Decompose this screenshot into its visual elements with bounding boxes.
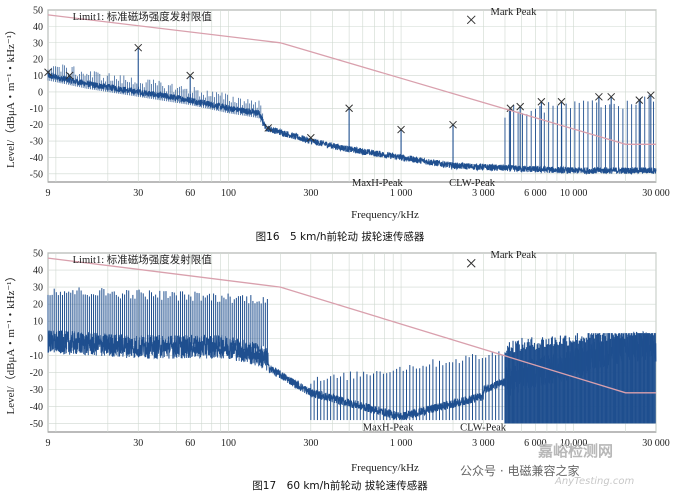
x-tick-label: 10 000 [560,438,588,449]
watermark-url: AnyTesting.com [555,476,635,487]
y-tick-label: 10 [33,71,43,82]
x-tick-label: 3 000 [472,188,495,199]
series-limit1 [47,257,656,394]
x-tick-label: 300 [303,438,318,449]
y-axis-label: Level/（dBμA・m⁻¹・kHz⁻¹） [4,271,17,415]
x-tick-label: 300 [303,188,318,199]
y-tick-label: -20 [30,120,43,131]
y-tick-label: 40 [33,266,43,277]
mark-peak-x [306,133,315,142]
plot-frame [47,9,657,183]
x-tick-label: 60 [185,438,195,449]
limit-label: Limit1: 标准磁场强度发射限值 [73,10,213,23]
x-tick-label: 9 [46,188,51,199]
mark-peak-x [646,91,655,100]
clw-peak-label: CLW-Peak [449,178,496,189]
series-maxh-peak [47,72,657,176]
mark-peak-x [186,71,195,80]
watermark-logo-text: 嘉峪检测网 [538,442,614,460]
x-tick-label: 1 000 [390,188,413,199]
x-axis-label: Frequency/kHz [351,462,419,474]
y-tick-label: 20 [33,55,43,66]
y-tick-label: -40 [30,402,43,413]
x-tick-label: 30 000 [642,438,670,449]
y-tick-label: -50 [30,169,43,180]
y-tick-label: -10 [30,104,43,115]
spike-group [47,287,656,424]
figure-caption: 图17 60 km/h前轮动 拔轮速传感器 [252,479,428,492]
mark-peak-x [557,97,566,106]
y-tick-label: 10 [33,317,43,328]
x-tick-label: 1 000 [390,438,413,449]
mark-peak-markers [44,43,655,142]
y-tick-label: 30 [33,38,43,49]
watermark-wechat: 公众号 · 电磁兼容之家 [460,464,580,478]
x-tick-label: 100 [221,188,236,199]
x-tick-label: 6 000 [524,188,547,199]
y-tick-label: -10 [30,351,43,362]
y-tick-label: -20 [30,368,43,379]
mark-peak-x [44,68,52,77]
x-tick-label: 30 [133,438,143,449]
clw-peak-label: CLW-Peak [460,423,507,434]
y-tick-label: 30 [33,283,43,294]
y-tick-label: 40 [33,22,43,33]
mark-peak-x [595,92,603,101]
mark-peak-x [264,124,273,132]
x-tick-label: 30 000 [642,188,670,199]
mark-peak-x [65,71,74,80]
x-axis-label: Frequency/kHz [351,209,419,221]
limit-label: Limit1: 标准磁场强度发射限值 [73,253,213,266]
mark-peak-x [449,120,457,129]
mark-peak-x [516,102,525,111]
maxh-peak-label: MaxH-Peak [363,423,414,434]
mark-peak-x [537,97,546,106]
y-tick-label: 50 [33,6,43,17]
y-tick-label: -30 [30,137,43,148]
legend-mark-peak-label: Mark Peak [491,250,538,261]
x-tick-label: 100 [221,438,236,449]
y-tick-label: 20 [33,300,43,311]
legend-mark-peak-label: Mark Peak [491,7,538,18]
x-tick-label: 10 000 [560,188,588,199]
y-tick-label: -40 [30,153,43,164]
x-tick-label: 60 [185,188,195,199]
y-tick-label: 50 [33,249,43,260]
x-tick-label: 6 000 [524,438,547,449]
legend-mark-peak-icon [466,15,476,25]
mark-peak-x [134,43,143,52]
figure-caption: 图16 5 km/h前轮动 拔轮速传感器 [256,230,425,243]
y-tick-label: -50 [30,419,43,430]
x-tick-label: 3 000 [472,438,495,449]
y-axis-label: Level/（dBμA・m⁻¹・kHz⁻¹） [4,24,17,168]
mark-peak-x [607,92,616,101]
mark-peak-x [345,104,353,113]
spike-group [47,47,654,171]
x-tick-label: 9 [46,438,51,449]
legend-mark-peak-icon [466,258,476,268]
series-limit1 [47,14,656,145]
x-tick-label: 30 [133,188,143,199]
mark-peak-x [635,96,644,104]
grid [47,9,657,182]
y-tick-label: 0 [38,334,43,345]
y-tick-label: -30 [30,385,43,396]
y-tick-label: 0 [38,87,43,98]
maxh-peak-label: MaxH-Peak [352,178,403,189]
mark-peak-x [397,125,405,134]
